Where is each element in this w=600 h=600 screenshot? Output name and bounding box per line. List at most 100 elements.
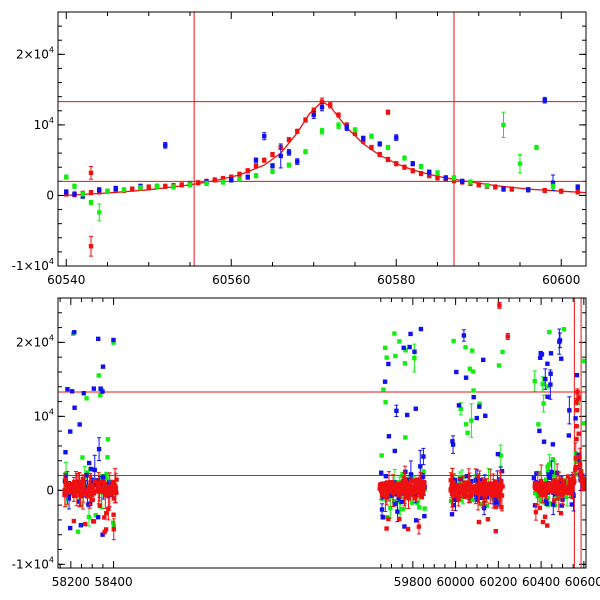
data-point xyxy=(449,512,455,517)
data-point xyxy=(566,490,571,495)
data-point xyxy=(418,171,424,176)
data-point xyxy=(581,421,586,426)
data-point xyxy=(66,484,72,490)
data-point xyxy=(99,479,104,485)
data-point xyxy=(377,141,382,147)
data-point xyxy=(499,493,505,498)
data-point xyxy=(392,501,397,507)
data-point xyxy=(536,422,541,427)
data-point xyxy=(550,184,556,189)
data-point xyxy=(501,186,506,192)
data-point xyxy=(336,112,341,118)
data-point xyxy=(96,336,101,342)
data-point xyxy=(399,499,405,505)
data-point xyxy=(487,481,492,487)
data-point xyxy=(111,479,116,485)
data-point xyxy=(369,145,374,150)
data-point xyxy=(253,173,259,178)
data-point xyxy=(542,188,547,193)
data-point xyxy=(84,494,90,499)
data-point xyxy=(286,150,292,155)
data-point xyxy=(179,182,184,188)
data-point xyxy=(393,486,398,492)
data-point xyxy=(397,483,403,488)
data-point xyxy=(111,512,116,517)
data-point xyxy=(253,157,259,163)
data-point xyxy=(385,109,391,115)
data-point xyxy=(451,178,457,183)
data-point xyxy=(379,492,385,498)
data-point xyxy=(450,442,456,447)
data-point xyxy=(461,492,467,497)
data-point xyxy=(403,348,408,353)
data-point xyxy=(453,497,458,503)
data-point xyxy=(113,485,119,491)
data-point xyxy=(102,529,107,535)
data-point xyxy=(412,349,417,354)
data-point xyxy=(392,331,397,336)
data-point xyxy=(578,472,583,478)
data-point xyxy=(295,159,300,164)
data-point xyxy=(532,503,538,508)
bottom-panel-light-curve: 58200 58400 59800 60000 60200 60400 60600 -1×10… xyxy=(12,297,600,589)
data-point xyxy=(377,482,383,487)
data-point xyxy=(103,493,108,498)
data-point xyxy=(543,498,549,504)
data-point xyxy=(517,161,523,166)
data-point xyxy=(493,184,498,190)
data-point xyxy=(482,478,487,484)
data-point xyxy=(404,412,410,418)
data-point xyxy=(396,496,401,501)
data-point xyxy=(108,490,114,495)
data-point xyxy=(509,186,514,192)
data-point xyxy=(557,338,563,343)
data-point xyxy=(550,481,555,486)
data-point xyxy=(552,498,557,503)
data-point xyxy=(542,97,547,103)
data-point xyxy=(451,502,456,508)
data-point xyxy=(96,373,101,378)
data-point xyxy=(500,349,505,355)
data-point xyxy=(379,488,384,494)
data-point xyxy=(408,331,413,337)
data-point xyxy=(86,514,92,520)
data-point xyxy=(556,488,562,493)
data-point xyxy=(88,200,94,205)
data-point xyxy=(576,395,581,401)
data-point xyxy=(382,379,388,384)
data-point xyxy=(576,431,581,436)
data-point xyxy=(493,485,498,491)
data-point xyxy=(455,493,461,498)
data-point xyxy=(383,494,388,499)
data-point xyxy=(466,485,471,490)
data-point xyxy=(408,472,414,477)
data-point xyxy=(565,474,571,479)
data-point xyxy=(80,485,86,490)
data-point xyxy=(410,168,415,173)
data-point xyxy=(550,442,556,447)
data-point xyxy=(379,470,384,475)
data-point xyxy=(418,464,423,469)
data-point xyxy=(477,477,483,483)
data-point xyxy=(402,524,407,529)
data-point xyxy=(542,486,548,491)
data-point xyxy=(237,177,242,182)
data-point xyxy=(541,439,547,444)
data-point xyxy=(81,391,86,396)
data-point xyxy=(245,168,250,173)
data-point xyxy=(469,479,474,484)
data-point xyxy=(87,493,92,499)
data-point xyxy=(479,485,485,490)
data-point xyxy=(469,418,474,423)
data-point xyxy=(571,474,576,480)
data-point xyxy=(410,161,415,166)
data-point xyxy=(379,507,385,512)
data-point xyxy=(532,480,538,486)
data-point xyxy=(480,490,486,495)
data-point xyxy=(545,523,550,528)
data-point xyxy=(394,135,399,140)
data-point xyxy=(402,361,408,366)
data-point xyxy=(421,469,426,474)
data-point xyxy=(543,376,548,382)
data-point xyxy=(344,125,349,130)
